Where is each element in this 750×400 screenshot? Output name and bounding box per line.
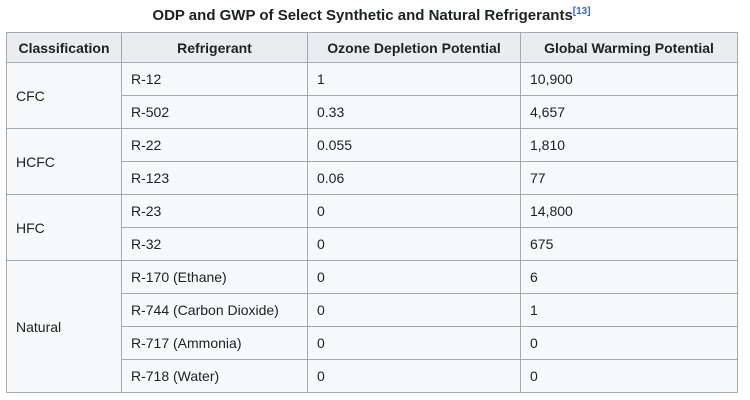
reference-superscript: [13] (573, 6, 591, 17)
refrigerant-cell: R-170 (Ethane) (121, 260, 308, 294)
gwp-cell: 1 (520, 293, 738, 327)
refrigerant-cell: R-744 (Carbon Dioxide) (121, 293, 308, 327)
odp-cell: 0 (307, 326, 521, 360)
table-row: R-123 0.06 77 (7, 161, 738, 195)
odp-cell: 0.06 (307, 161, 521, 195)
table-container: ODP and GWP of Select Synthetic and Natu… (6, 5, 738, 393)
table-row: R-718 (Water) 0 0 (7, 359, 738, 393)
odp-cell: 0.055 (307, 128, 521, 162)
refrigerant-cell: R-123 (121, 161, 308, 195)
refrigerant-cell: R-22 (121, 128, 308, 162)
table-header: Classification Refrigerant Ozone Depleti… (6, 32, 738, 63)
header-odp: Ozone Depletion Potential (307, 32, 521, 63)
table-row: HFC R-23 0 14,800 (6, 194, 738, 261)
gwp-cell: 0 (520, 359, 738, 393)
odp-cell: 0 (307, 227, 521, 261)
gwp-cell: 675 (520, 227, 738, 261)
classification-cell: HFC (6, 194, 122, 261)
refrigerant-cell: R-502 (121, 95, 308, 129)
table-row: HCFC R-22 0.055 1,810 (6, 128, 738, 195)
table-body: CFC R-12 1 10,900 R-502 0.33 4,657 HCFC R-22 0.05… (6, 62, 738, 393)
refrigerant-cell: R-23 (121, 194, 308, 228)
refrigerants-table: Classification Refrigerant Ozone Depleti… (6, 32, 738, 393)
table-title: ODP and GWP of Select Synthetic and Natu… (6, 5, 737, 27)
gwp-cell: 1,810 (520, 128, 738, 162)
classification-cell: CFC (6, 62, 122, 129)
table-row: Natural R-170 (Ethane) 0 6 (6, 260, 738, 393)
table-row: R-502 0.33 4,657 (7, 95, 738, 129)
classification-cell: HCFC (6, 128, 122, 195)
refrigerant-cell: R-717 (Ammonia) (121, 326, 308, 360)
header-gwp: Global Warming Potential (520, 32, 738, 63)
gwp-cell: 0 (520, 326, 738, 360)
odp-cell: 0.33 (307, 95, 521, 129)
odp-cell: 0 (307, 194, 521, 228)
reference-link[interactable]: [13] (572, 6, 591, 17)
odp-cell: 1 (307, 62, 521, 96)
gwp-cell: 10,900 (520, 62, 738, 96)
refrigerant-cell: R-718 (Water) (121, 359, 308, 393)
odp-cell: 0 (307, 359, 521, 393)
refrigerant-cell: R-12 (121, 62, 308, 96)
gwp-cell: 14,800 (520, 194, 738, 228)
table-row: CFC R-12 1 10,900 (6, 62, 738, 129)
odp-cell: 0 (307, 260, 521, 294)
gwp-cell: 6 (520, 260, 738, 294)
classification-cell: Natural (6, 260, 122, 393)
odp-cell: 0 (307, 293, 521, 327)
gwp-cell: 4,657 (520, 95, 738, 129)
table-row: R-717 (Ammonia) 0 0 (7, 326, 738, 360)
header-refrigerant: Refrigerant (121, 32, 308, 63)
header-row: Classification Refrigerant Ozone Depleti… (6, 32, 738, 63)
gwp-cell: 77 (520, 161, 738, 195)
table-title-text: ODP and GWP of Select Synthetic and Natu… (152, 7, 573, 24)
header-classification: Classification (6, 32, 122, 63)
refrigerant-cell: R-32 (121, 227, 308, 261)
